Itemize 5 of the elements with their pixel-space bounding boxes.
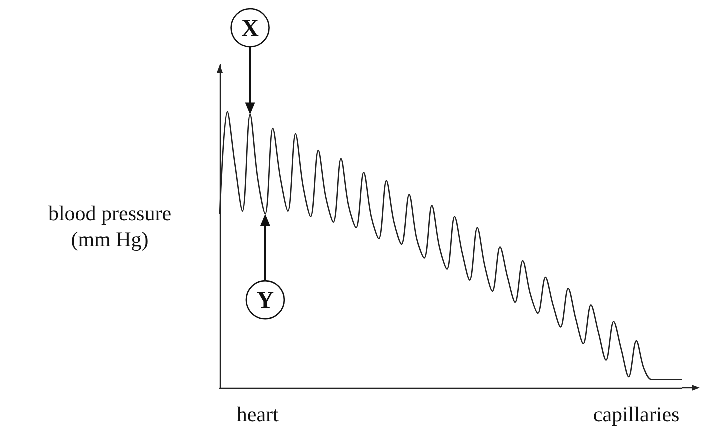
- x-tick-label: heart: [236, 402, 280, 426]
- text: X: [242, 16, 260, 42]
- x-tick-label: capillaries: [593, 402, 680, 426]
- y-axis-title: blood pressure (mm Hg): [48, 202, 172, 252]
- annotation: Y: [256, 288, 274, 314]
